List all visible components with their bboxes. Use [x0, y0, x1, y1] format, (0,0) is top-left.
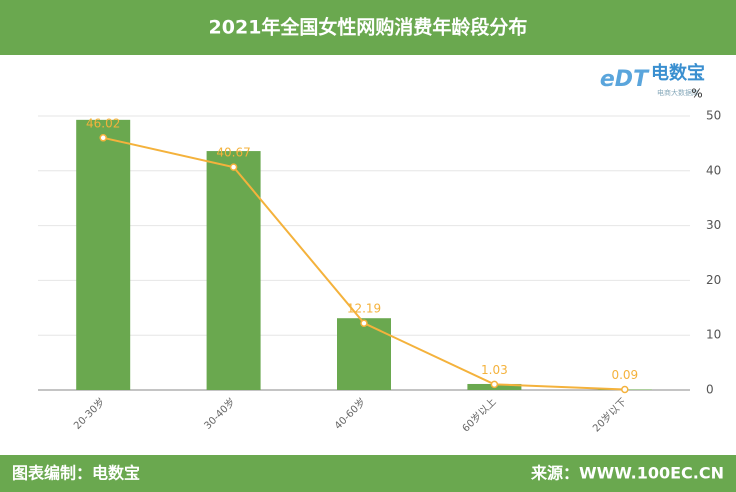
x-tick-label: 20岁以下	[590, 395, 629, 434]
x-tick-label: 60岁以上	[459, 395, 498, 434]
line-point	[360, 319, 368, 327]
footer-left: 图表编制：电数宝	[12, 464, 140, 483]
footer-right: 来源：WWW.100EC.CN	[530, 464, 724, 483]
y-tick-label: 30	[706, 218, 721, 232]
y-tick-label: 40	[706, 163, 721, 177]
line-point	[621, 385, 629, 394]
data-label: 46.02	[86, 116, 120, 130]
header-band	[0, 0, 736, 55]
line-point	[99, 134, 107, 142]
bar	[206, 151, 261, 390]
line-point	[229, 163, 238, 171]
bar	[337, 318, 391, 390]
x-tick-label: 20-30岁	[71, 395, 108, 432]
bar	[76, 119, 131, 390]
footer-band	[0, 455, 736, 492]
logo-name: 电数宝	[651, 62, 705, 84]
data-label: 40.67	[216, 146, 250, 160]
x-tick-label: 40-60岁	[331, 395, 368, 432]
data-label: 1.03	[481, 363, 508, 377]
y-unit: %	[691, 87, 702, 101]
chart-title: 2021年全国女性网购消费年龄段分布	[209, 16, 528, 39]
y-tick-label: 10	[706, 328, 721, 342]
x-tick-label: 30-40岁	[201, 395, 238, 432]
y-tick-label: 20	[706, 273, 721, 287]
data-label: 12.19	[347, 302, 381, 316]
logo-tagline: 电商大数据库	[657, 88, 699, 97]
logo-mark: eDT	[600, 67, 650, 92]
y-tick-label: 0	[706, 383, 714, 397]
line-point	[490, 380, 499, 389]
y-tick-label: 50	[706, 109, 721, 123]
data-label: 0.09	[611, 368, 638, 382]
